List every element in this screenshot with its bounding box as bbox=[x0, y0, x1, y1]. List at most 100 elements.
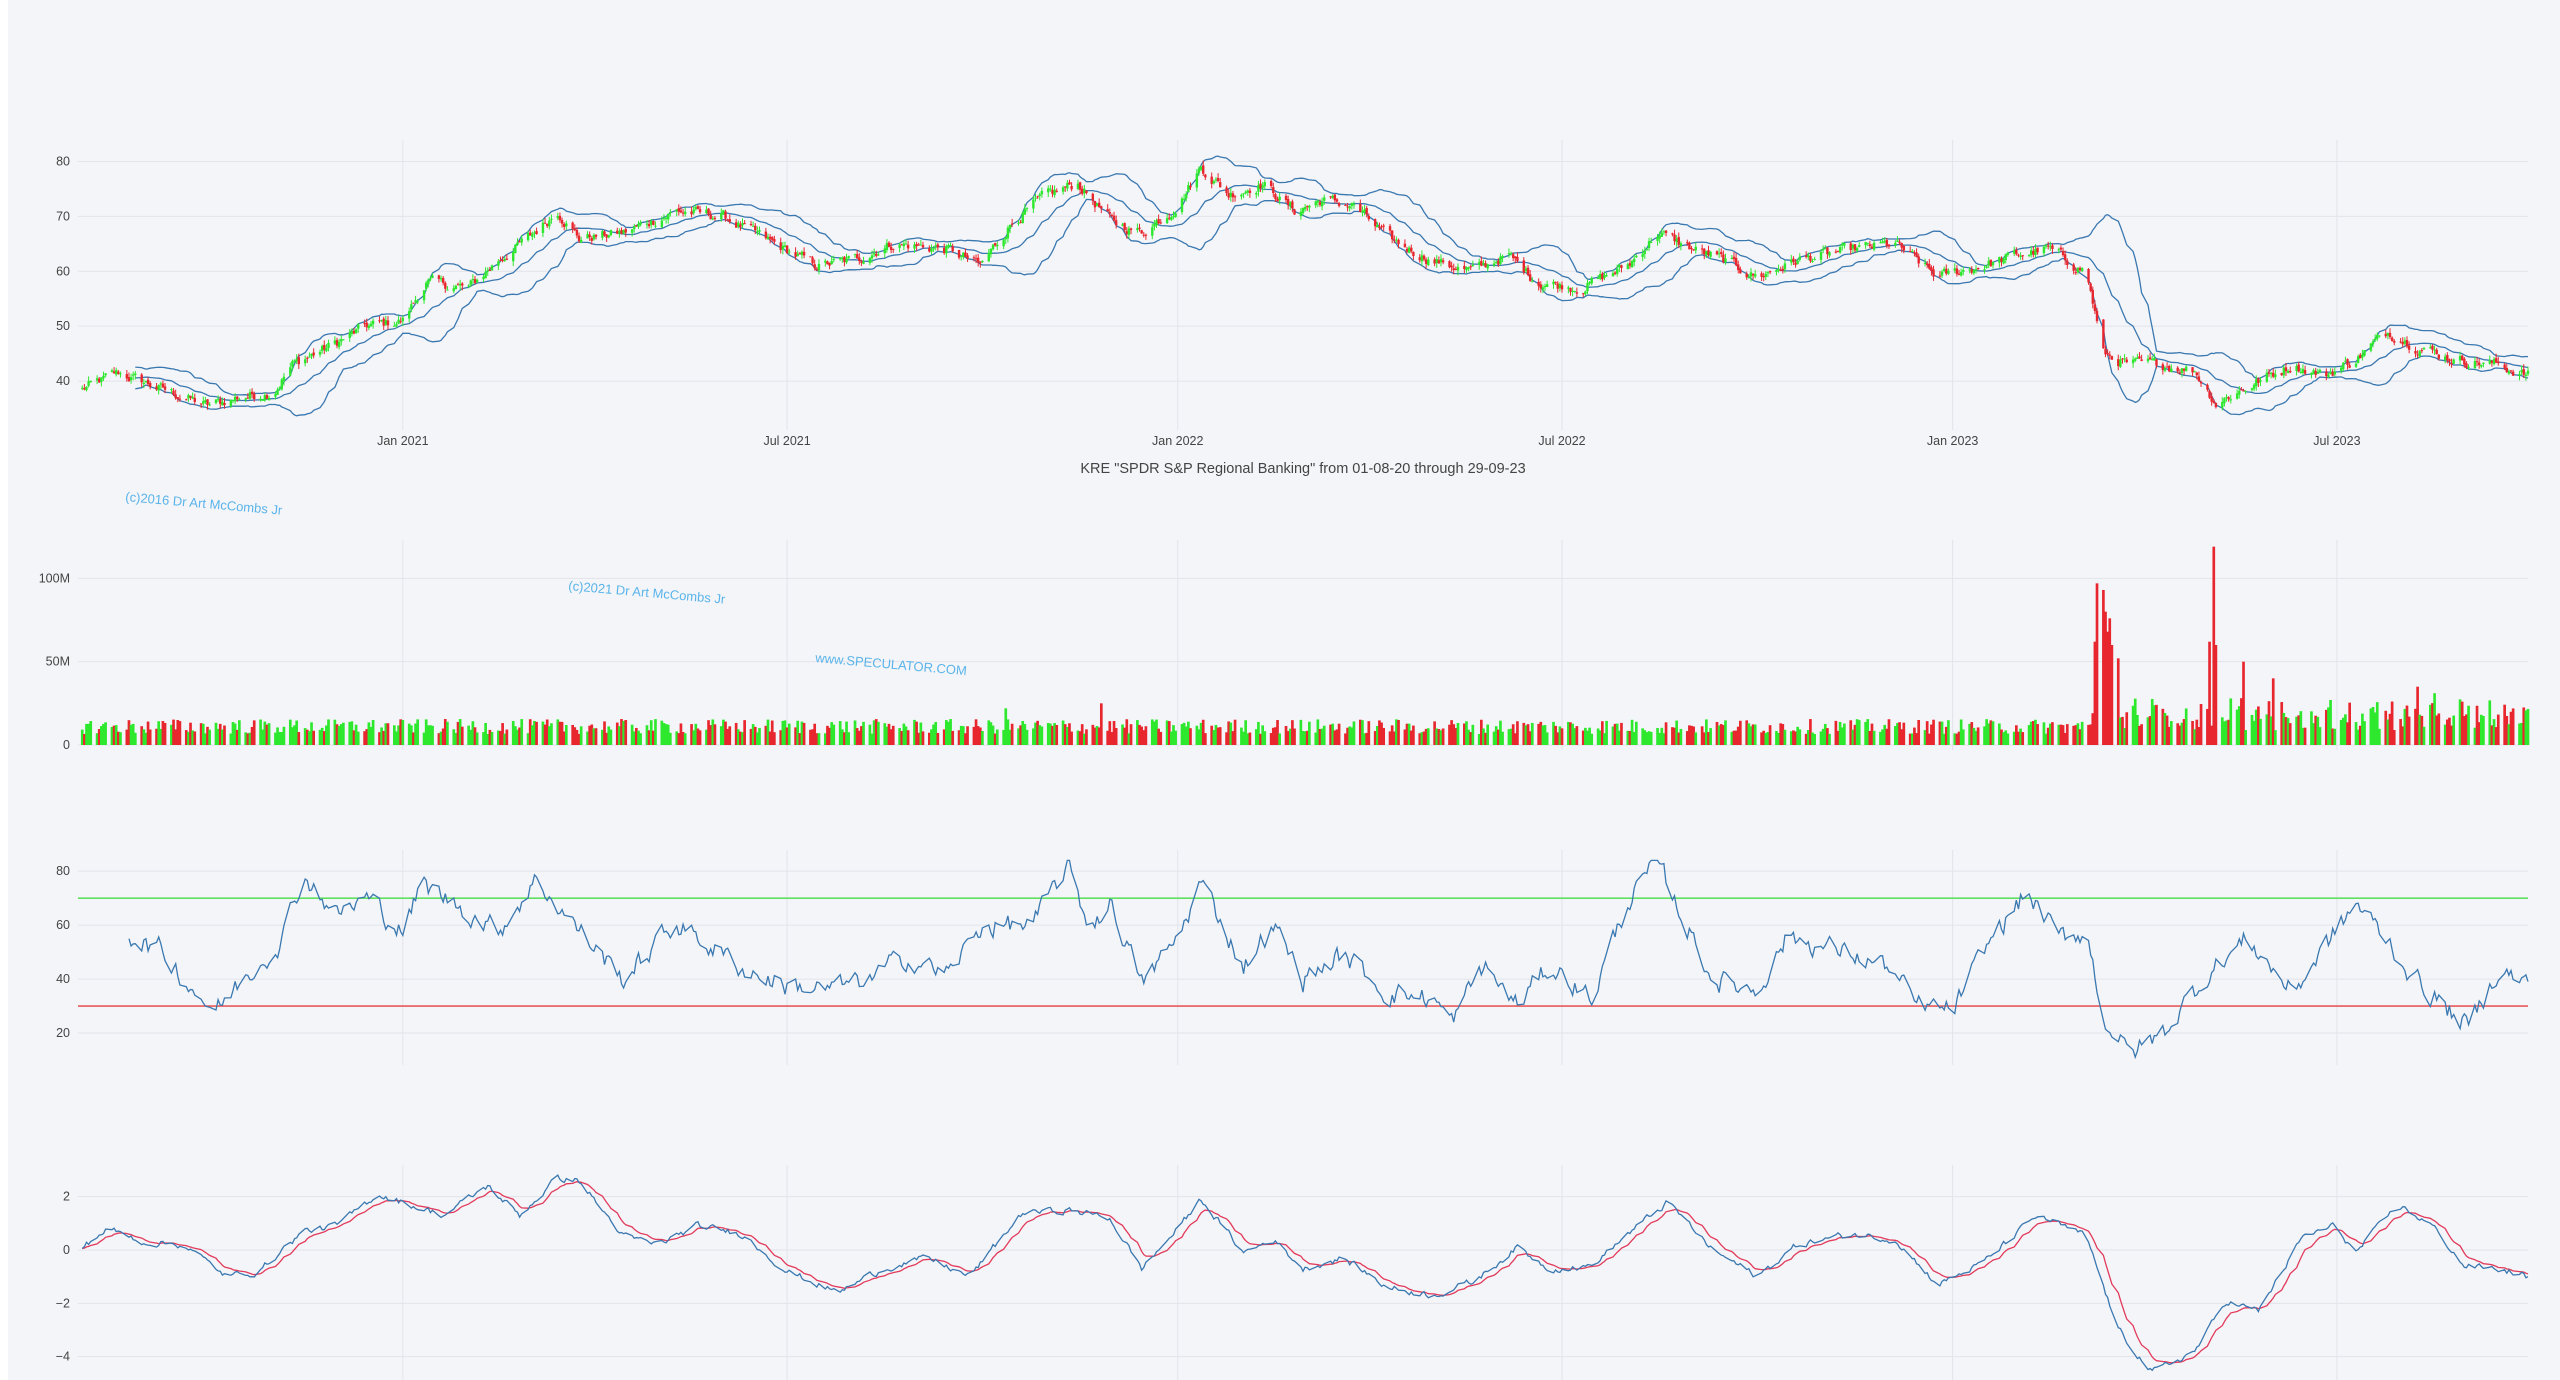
volume-bar bbox=[1271, 727, 1275, 745]
candle-body bbox=[2015, 249, 2018, 255]
volume-bar bbox=[1420, 732, 1424, 745]
volume-bar bbox=[1097, 727, 1101, 745]
volume-bar bbox=[1269, 733, 1273, 745]
volume-bar bbox=[2384, 710, 2388, 745]
volume-bar bbox=[560, 721, 564, 745]
volume-bar bbox=[1244, 720, 1248, 745]
candle-body bbox=[1792, 258, 1795, 262]
candle-body bbox=[575, 229, 579, 236]
volume-bar bbox=[117, 731, 120, 745]
candle-body bbox=[2401, 341, 2404, 345]
candle-body bbox=[512, 252, 515, 262]
volume-bar bbox=[518, 727, 521, 745]
candle-body bbox=[1123, 223, 1126, 231]
volume-bar bbox=[482, 732, 485, 745]
candle-body bbox=[815, 268, 819, 271]
volume-bar bbox=[363, 731, 366, 745]
volume-bar bbox=[692, 730, 696, 745]
volume-bar bbox=[2344, 714, 2347, 745]
volume-bar bbox=[263, 721, 267, 745]
volume-bar bbox=[452, 729, 456, 745]
candle-body bbox=[1159, 222, 1162, 224]
volume-bar bbox=[974, 719, 978, 745]
candle-body bbox=[340, 338, 343, 342]
volume-bar bbox=[2220, 717, 2224, 745]
candle-body bbox=[830, 261, 833, 265]
volume-bar bbox=[855, 728, 859, 745]
candle-body bbox=[1656, 237, 1659, 241]
candle-body bbox=[785, 245, 789, 254]
candle-body bbox=[2153, 357, 2156, 361]
volume-bar bbox=[709, 725, 713, 745]
volume-bar bbox=[339, 724, 343, 745]
volume-bar bbox=[2473, 727, 2477, 745]
volume-bar bbox=[2429, 704, 2432, 745]
candle-body bbox=[2399, 341, 2402, 343]
candle-body bbox=[1938, 275, 1942, 277]
volume-bar bbox=[2000, 729, 2003, 745]
candle-body bbox=[1199, 166, 1203, 170]
volume-bar bbox=[1123, 727, 1127, 745]
candle-body bbox=[170, 389, 173, 391]
candle-body bbox=[1187, 185, 1190, 193]
candle-body bbox=[2431, 345, 2434, 350]
candle-body bbox=[320, 345, 324, 351]
volume-bar bbox=[503, 733, 507, 745]
volume-bar bbox=[1023, 724, 1027, 745]
candle-body bbox=[2255, 379, 2258, 387]
candle-body bbox=[2329, 372, 2332, 374]
candle-body bbox=[295, 358, 298, 362]
volume-bar bbox=[1501, 731, 1504, 745]
volume-bar bbox=[1174, 730, 1177, 745]
y-tick-label: −2 bbox=[56, 1296, 70, 1310]
volume-bar bbox=[981, 731, 984, 745]
candle-body bbox=[720, 213, 723, 220]
volume-bar bbox=[1127, 733, 1131, 745]
candle-body bbox=[809, 256, 812, 258]
candle-body bbox=[1864, 242, 1867, 246]
volume-bar bbox=[872, 720, 876, 745]
volume-bar bbox=[783, 720, 787, 745]
candle-body bbox=[966, 255, 969, 259]
candle-body bbox=[1255, 192, 1258, 195]
candle-body bbox=[1828, 252, 1831, 256]
candle-body bbox=[1760, 273, 1763, 277]
volume-bar bbox=[308, 731, 311, 745]
candle-body bbox=[401, 317, 405, 322]
candle-body bbox=[1616, 269, 1619, 274]
candle-body bbox=[2509, 370, 2513, 372]
candle-body bbox=[1881, 241, 1884, 244]
candle-body bbox=[902, 243, 906, 247]
volume-bar bbox=[1346, 727, 1349, 745]
candle-body bbox=[828, 262, 831, 266]
candle-body bbox=[707, 208, 710, 215]
candle-body bbox=[488, 269, 492, 271]
label-layer: KRE "SPDR S&P Regional Banking" from 01-… bbox=[39, 154, 2361, 1363]
volume-bar bbox=[1685, 731, 1689, 745]
candle-body bbox=[900, 244, 903, 246]
volume-bar bbox=[838, 721, 842, 745]
volume-bar bbox=[2314, 715, 2318, 745]
candle-body bbox=[2522, 369, 2525, 375]
candle-body bbox=[979, 261, 982, 263]
volume-bar bbox=[1157, 728, 1160, 745]
volume-bar bbox=[1715, 721, 1719, 745]
volume-bar bbox=[1477, 733, 1481, 745]
volume-bar bbox=[2195, 719, 2199, 745]
volume-bar bbox=[1552, 721, 1555, 745]
volume-bar bbox=[2072, 725, 2076, 745]
volume-bar bbox=[1433, 721, 1436, 745]
volume-bar bbox=[2503, 704, 2506, 745]
candle-body bbox=[2458, 355, 2462, 361]
candle-body bbox=[1034, 197, 1037, 199]
volume-bar bbox=[1469, 732, 1473, 745]
volume-bar bbox=[2235, 709, 2239, 745]
candle-body bbox=[2193, 371, 2196, 373]
volume-bar bbox=[575, 729, 579, 745]
candle-body bbox=[1556, 283, 1559, 289]
volume-bar bbox=[1885, 728, 1889, 745]
volume-bar bbox=[1719, 724, 1723, 745]
candle-body bbox=[259, 398, 262, 401]
candle-body bbox=[1834, 251, 1838, 253]
candle-body bbox=[1465, 267, 1468, 271]
